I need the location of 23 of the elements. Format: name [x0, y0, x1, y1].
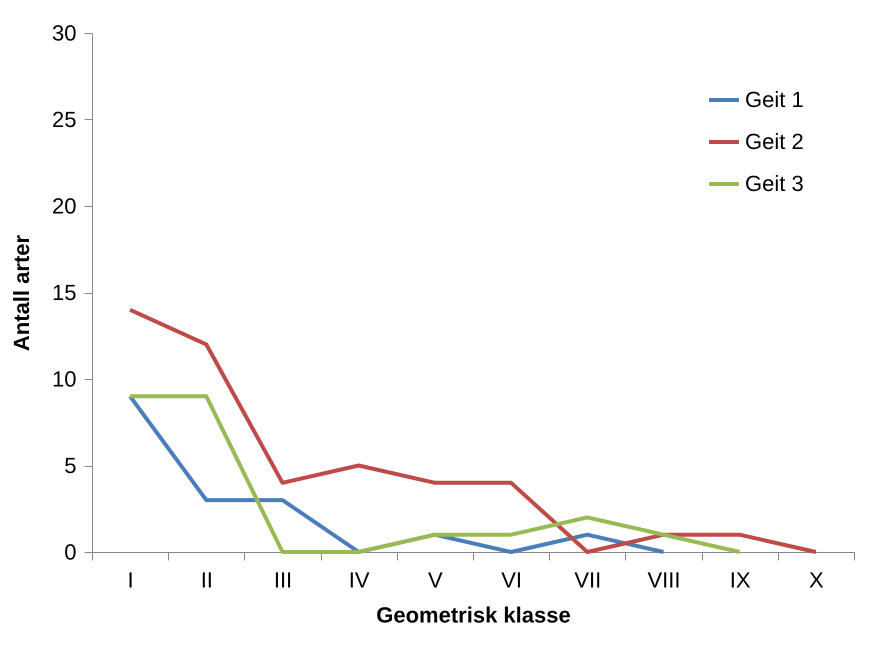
x-tick-label: IV	[348, 568, 370, 592]
y-tick-label: 30	[52, 20, 76, 46]
y-tick-label: 25	[52, 107, 76, 132]
x-tick-label: I	[128, 568, 134, 592]
y-tick-label: 5	[64, 453, 76, 478]
x-tick-label: III	[274, 568, 292, 592]
legend-label: Geit 3	[745, 171, 804, 196]
y-tick-label: 20	[52, 194, 76, 218]
x-tick-label: X	[809, 568, 824, 592]
y-tick-label: 0	[64, 540, 76, 564]
y-tick-label: 15	[52, 280, 76, 305]
legend-label: Geit 1	[745, 87, 804, 112]
x-axis-title: Geometrisk klasse	[376, 602, 571, 628]
x-tick-label: IX	[730, 568, 751, 592]
x-tick-label: II	[200, 568, 213, 592]
line-series	[128, 308, 818, 554]
x-tick-label: VI	[501, 568, 522, 592]
y-tick-label: 10	[52, 366, 76, 392]
x-tick-label: VIII	[647, 568, 681, 592]
legend-label: Geit 2	[745, 129, 804, 154]
y-axis-title: Antall arter	[9, 234, 34, 352]
x-tick-label: V	[428, 568, 444, 592]
x-tick-label: VII	[574, 568, 602, 592]
